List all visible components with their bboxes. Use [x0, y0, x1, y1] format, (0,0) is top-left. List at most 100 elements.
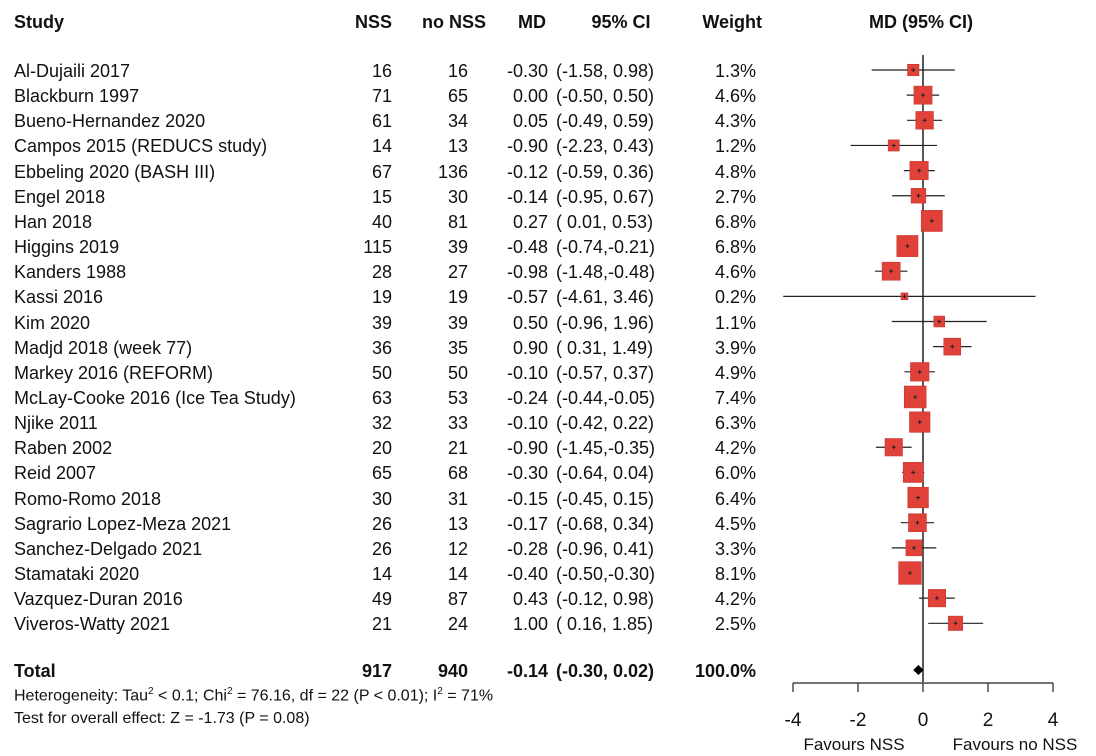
md-value: -0.57 — [506, 287, 548, 308]
ci-value: (-0.49, 0.59) — [556, 111, 655, 132]
no-nss-count: 33 — [447, 413, 468, 434]
no-nss-count: 136 — [437, 161, 468, 182]
ci-value: (-0.45, 0.15) — [556, 488, 655, 509]
nss-count: 71 — [371, 86, 392, 107]
md-value: -0.28 — [506, 538, 548, 559]
no-nss-count: 39 — [447, 312, 468, 333]
ci-value: (-1.48,-0.48) — [556, 262, 656, 283]
weight-value: 6.3% — [714, 413, 756, 434]
study-name: Engel 2018 — [14, 186, 106, 207]
ci-value: ( 0.16, 1.85) — [556, 614, 654, 635]
weight-value: 4.8% — [714, 161, 756, 182]
ci-value: (-0.68, 0.34) — [556, 513, 655, 534]
md-value: -0.90 — [506, 438, 548, 459]
header-weight: Weight — [702, 12, 762, 32]
md-value: -0.12 — [506, 161, 548, 182]
nss-count: 67 — [371, 161, 392, 182]
header-study: Study — [14, 12, 65, 32]
weight-value: 1.3% — [714, 61, 756, 81]
overall-effect-text: Test for overall effect: Z = -1.73 (P = … — [14, 710, 310, 727]
md-value: -0.15 — [506, 488, 548, 509]
heterogeneity-text: Heterogeneity: Tau2 < 0.1; Chi2 = 76.16,… — [14, 686, 494, 705]
weight-value: 4.3% — [714, 111, 756, 132]
nss-count: 14 — [371, 136, 392, 157]
ci-value: (-0.57, 0.37) — [556, 362, 655, 383]
pooled-diamond — [913, 665, 924, 675]
study-name: Vazquez-Duran 2016 — [14, 589, 183, 610]
ci-value: (-1.45,-0.35) — [556, 438, 656, 459]
weight-value: 1.1% — [714, 312, 756, 333]
no-nss-count: 13 — [447, 136, 468, 157]
weight-value: 8.1% — [714, 564, 756, 584]
no-nss-count: 35 — [447, 337, 468, 358]
study-name: Campos 2015 (REDUCS study) — [14, 136, 268, 157]
no-nss-count: 53 — [447, 387, 468, 408]
weight-value: 7.4% — [714, 387, 756, 408]
weight-value: 6.0% — [714, 463, 756, 484]
header-md: MD — [518, 12, 546, 32]
ci-value: (-0.44,-0.05) — [556, 387, 656, 408]
md-value: -0.90 — [506, 136, 548, 157]
study-name: Njike 2011 — [14, 413, 98, 434]
total-label: Total — [14, 661, 56, 681]
no-nss-count: 19 — [447, 287, 468, 308]
weight-value: 3.9% — [714, 337, 756, 358]
no-nss-count: 13 — [447, 513, 468, 534]
header-ci: 95% CI — [591, 12, 651, 32]
study-name: Sagrario Lopez-Meza 2021 — [14, 513, 232, 534]
md-value: 1.00 — [512, 614, 548, 635]
no-nss-count: 81 — [447, 211, 468, 232]
nss-count: 21 — [371, 614, 392, 635]
no-nss-count: 27 — [447, 262, 468, 283]
no-nss-count: 30 — [447, 186, 468, 207]
study-name: Reid 2007 — [14, 463, 97, 484]
nss-count: 30 — [371, 488, 392, 509]
no-nss-count: 68 — [447, 463, 468, 484]
no-nss-count: 50 — [447, 362, 468, 383]
weight-value: 1.2% — [714, 136, 756, 157]
ci-value: (-0.96, 1.96) — [556, 312, 655, 333]
md-value: -0.10 — [506, 413, 548, 434]
study-name: Al-Dujaili 2017 — [14, 61, 131, 81]
nss-count: 15 — [371, 186, 392, 207]
weight-value: 4.2% — [714, 438, 756, 459]
md-value: 0.05 — [512, 111, 548, 132]
nss-count: 50 — [371, 362, 392, 383]
weight-value: 4.6% — [714, 262, 756, 283]
ci-value: (-0.64, 0.04) — [556, 463, 655, 484]
no-nss-count: 16 — [447, 61, 468, 81]
nss-count: 16 — [371, 61, 392, 81]
total-no-nss: 940 — [437, 661, 468, 681]
no-nss-count: 24 — [447, 614, 468, 635]
md-value: 0.43 — [512, 589, 548, 610]
weight-value: 6.8% — [714, 237, 756, 258]
total-weight: 100.0% — [694, 661, 756, 681]
md-value: -0.24 — [506, 387, 548, 408]
nss-count: 115 — [363, 237, 392, 258]
no-nss-count: 31 — [447, 488, 468, 509]
header-no-nss: no NSS — [421, 12, 486, 32]
nss-count: 14 — [371, 564, 392, 584]
ci-value: (-0.50,-0.30) — [556, 564, 656, 584]
study-name: Higgins 2019 — [14, 237, 120, 258]
study-name: Sanchez-Delgado 2021 — [14, 538, 203, 559]
no-nss-count: 12 — [447, 538, 468, 559]
ci-value: (-0.42, 0.22) — [556, 413, 655, 434]
no-nss-count: 39 — [447, 237, 468, 258]
md-value: -0.48 — [506, 237, 548, 258]
no-nss-count: 87 — [447, 589, 468, 610]
no-nss-count: 65 — [447, 86, 468, 107]
ci-value: ( 0.31, 1.49) — [556, 337, 654, 358]
study-name: McLay-Cooke 2016 (Ice Tea Study) — [14, 387, 296, 408]
study-name: Raben 2002 — [14, 438, 113, 459]
weight-value: 4.6% — [714, 86, 756, 107]
weight-value: 3.3% — [714, 538, 756, 559]
ci-value: (-0.59, 0.36) — [556, 161, 655, 182]
study-name: Han 2018 — [14, 211, 93, 232]
no-nss-count: 34 — [447, 111, 468, 132]
weight-value: 2.5% — [714, 614, 756, 635]
nss-count: 61 — [371, 111, 392, 132]
x-tick-label: -4 — [785, 710, 802, 731]
weight-value: 4.9% — [714, 362, 756, 383]
weight-value: 2.7% — [714, 186, 756, 207]
